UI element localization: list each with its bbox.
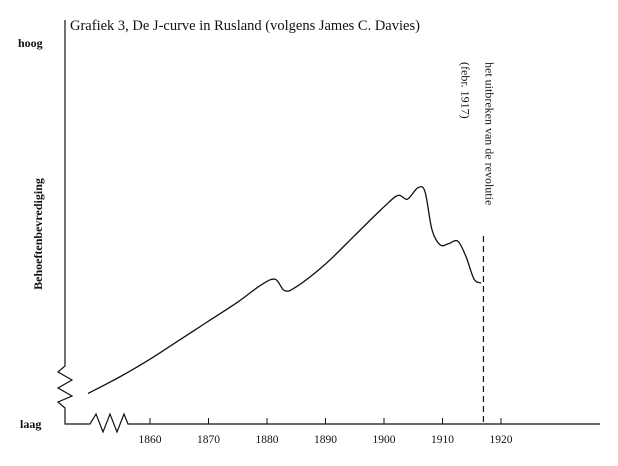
x-tick-label: 1860 bbox=[139, 434, 162, 446]
x-tick-label: 1890 bbox=[314, 434, 337, 446]
x-tick-label: 1880 bbox=[256, 434, 279, 446]
axis-lines-with-breaks bbox=[56, 20, 600, 434]
y-top-label: hoog bbox=[18, 36, 43, 50]
x-ticks: 1860 1870 1880 1890 1900 1910 1920 bbox=[139, 418, 513, 446]
annotation-text: het uitbreken van de revolutie bbox=[482, 62, 496, 205]
y-bottom-label: laag bbox=[20, 417, 41, 431]
x-tick-label: 1900 bbox=[373, 434, 396, 446]
annotation-subtext: (febr. 1917) bbox=[458, 62, 472, 119]
axes bbox=[56, 20, 600, 434]
chart-title: Grafiek 3, De J-curve in Rusland (volgen… bbox=[70, 18, 420, 34]
x-tick-label: 1910 bbox=[431, 434, 454, 446]
series-line bbox=[87, 185, 482, 395]
y-axis-label: Behoeftenbevrediging bbox=[31, 178, 45, 290]
x-tick-label: 1870 bbox=[197, 434, 220, 446]
x-tick-label: 1920 bbox=[490, 434, 513, 446]
